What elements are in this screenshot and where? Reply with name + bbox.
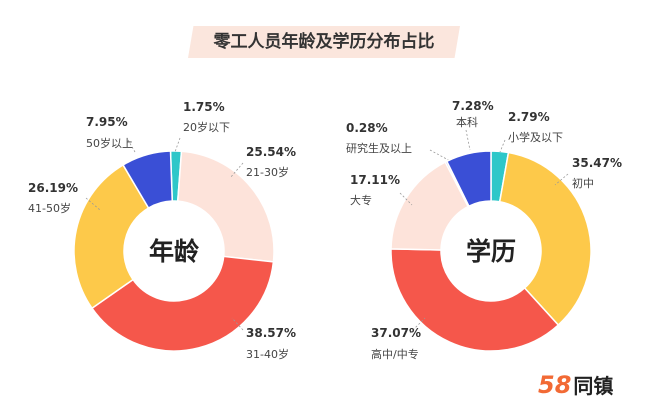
slice-percent-label: 17.11% [350,173,400,187]
slice-category-label: 本科 [456,115,478,129]
slice-category-label: 高中/中专 [371,347,419,361]
leader-line [399,192,413,206]
donut-slice [73,163,150,310]
slice-category-label: 大专 [350,193,372,207]
donut-slice [390,248,560,352]
slice-category-label: 21-30岁 [246,165,289,179]
slice-category-label: 41-50岁 [28,201,71,215]
donut-center-label: 学历 [466,237,516,266]
slice-category-label: 31-40岁 [246,347,289,361]
slice-percent-label: 1.75% [183,100,225,114]
leader-line [554,173,569,186]
slice-category-label: 20岁以下 [183,120,230,134]
slice-percent-label: 0.28% [346,121,388,135]
slice-category-label: 初中 [572,176,594,190]
title-banner [188,26,460,58]
slice-percent-label: 26.19% [28,181,78,195]
leader-line [174,137,181,153]
slice-percent-label: 2.79% [508,110,550,124]
leader-line [231,317,244,331]
leader-line [409,317,426,334]
brand-logo: 58 同镇 [538,370,613,399]
leader-line [229,162,244,179]
slice-percent-label: 38.57% [246,326,296,340]
donut-slice [122,150,174,209]
donut-slice [445,150,492,208]
brand-number: 58 [538,371,572,399]
leader-line [85,197,101,211]
donut-slice [176,150,275,263]
brand-name: 同镇 [573,374,614,398]
slice-percent-label: 35.47% [572,156,622,170]
leader-line [465,129,471,151]
slice-percent-label: 25.54% [246,145,296,159]
slice-percent-label: 37.07% [371,326,421,340]
donut-slice [498,151,592,327]
slice-percent-label: 7.95% [86,115,128,129]
chart-title: 零工人员年龄及学历分布占比 [213,32,435,52]
leader-line [499,139,506,153]
donut-center-label: 年龄 [149,237,200,266]
slice-category-label: 小学及以下 [508,130,563,144]
donut-slice [90,255,275,352]
slice-percent-label: 7.28% [452,99,494,113]
slice-category-label: 50岁以上 [86,136,133,150]
slice-category-label: 研究生及以上 [346,141,412,155]
